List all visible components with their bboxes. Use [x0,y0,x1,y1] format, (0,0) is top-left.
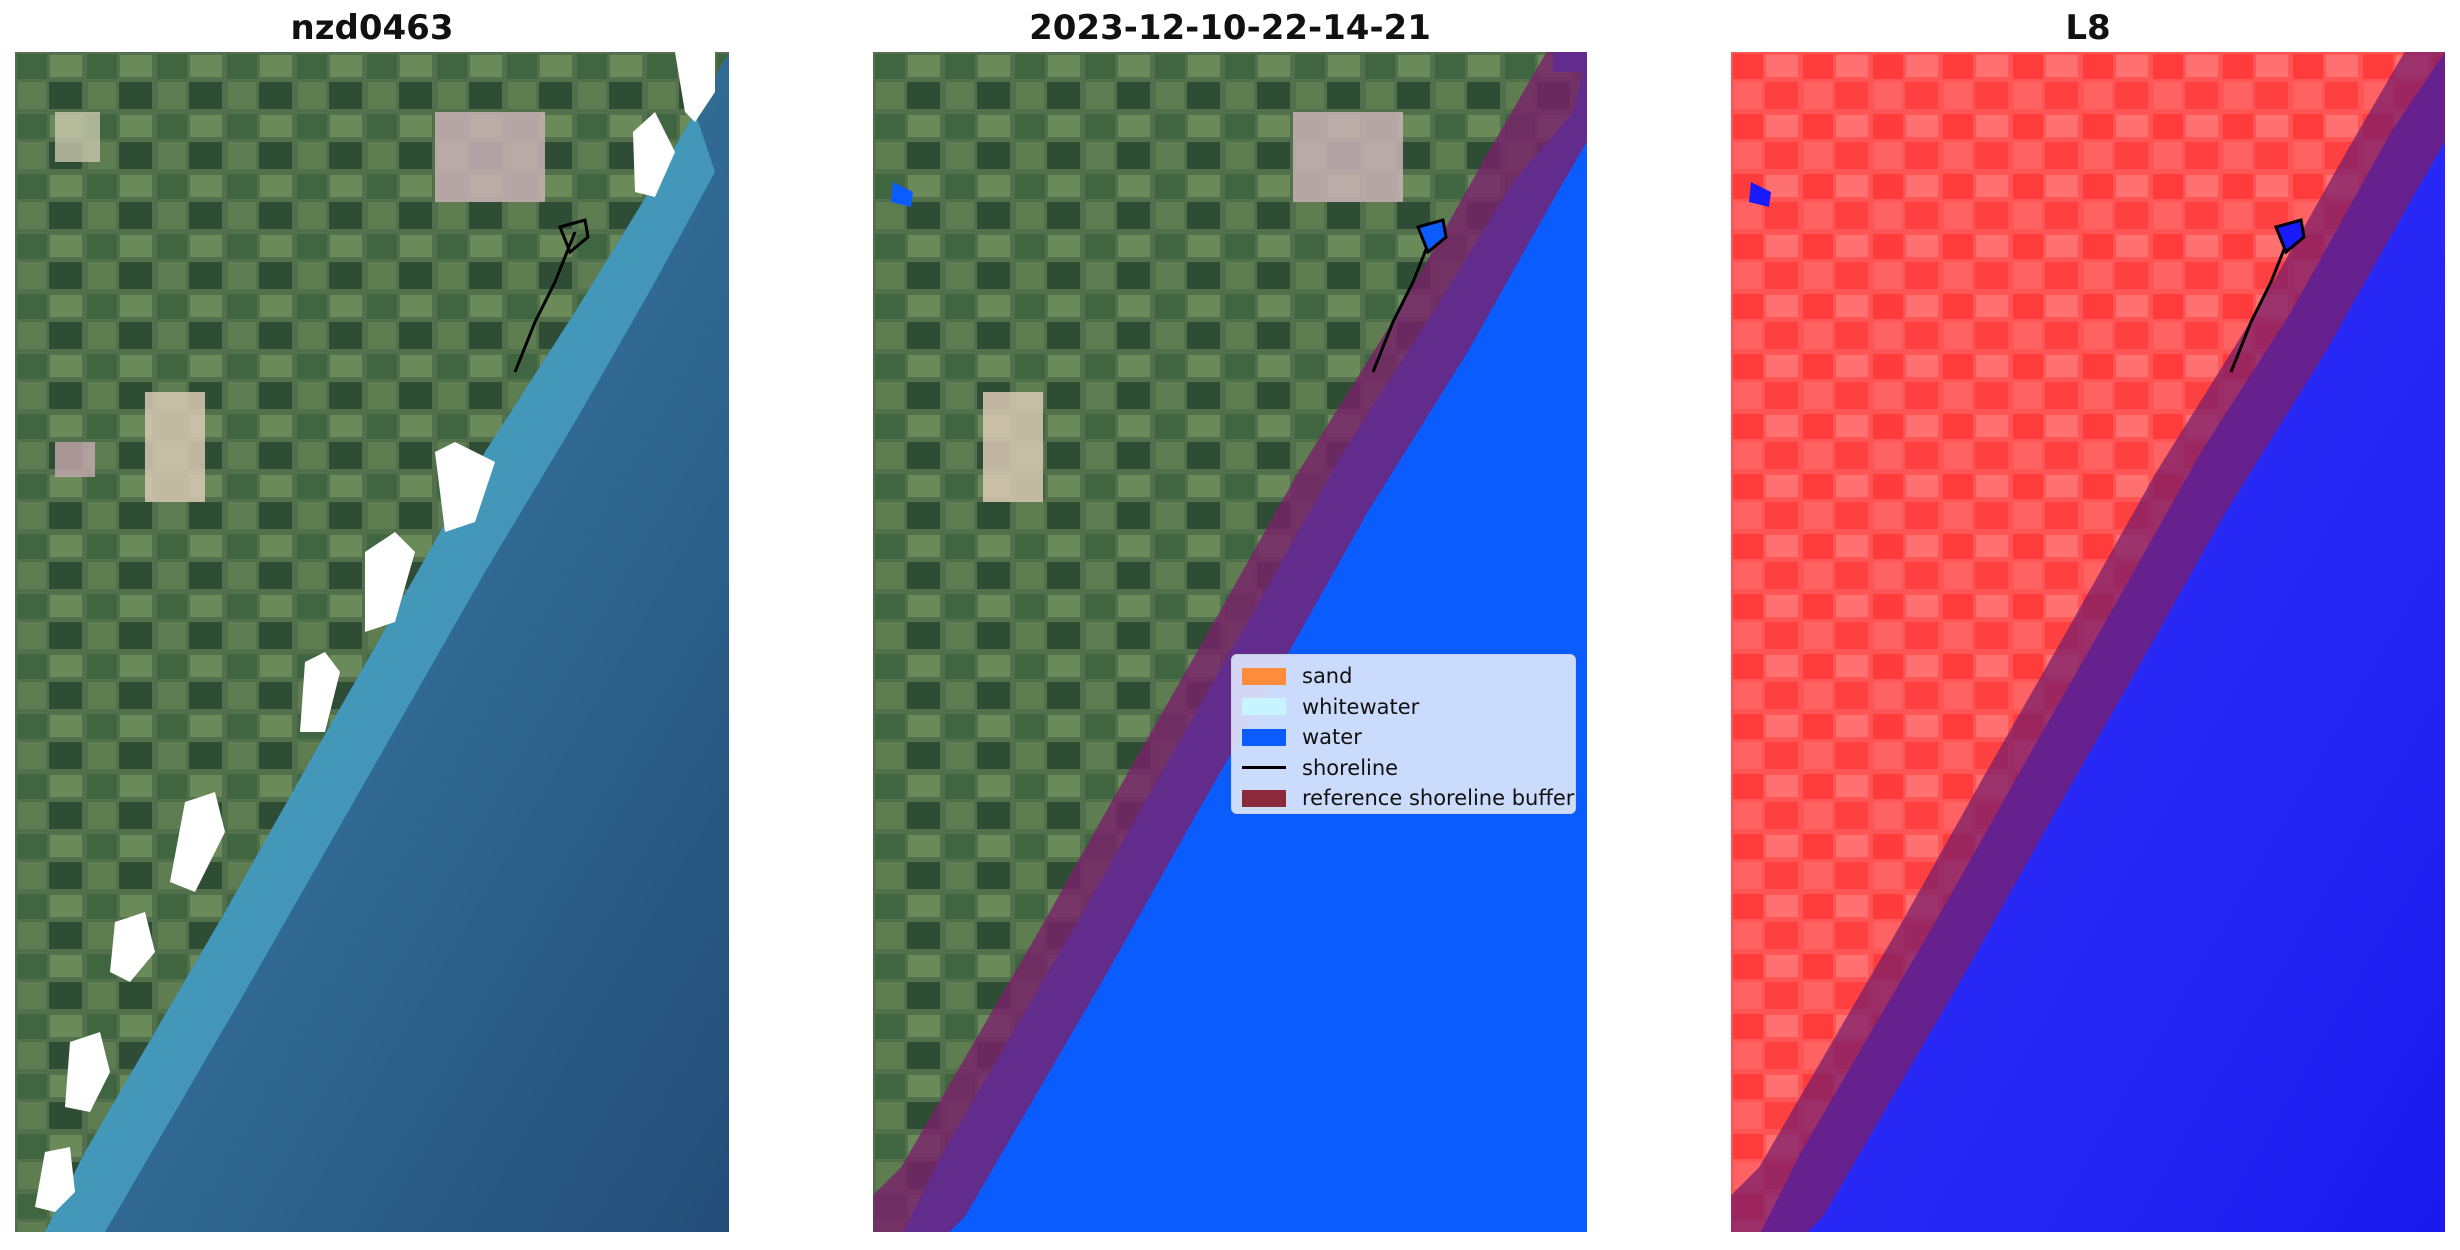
shoreline-swatch [1242,766,1286,770]
legend-item-buffer: reference shoreline buffer [1242,783,1574,814]
legend-item-water: water [1242,722,1565,753]
panel-title-index: L8 [2065,8,2111,48]
legend-label-buffer: reference shoreline buffer [1302,786,1575,811]
rgb-satellite-image [15,52,729,1232]
legend: sand whitewater water shoreline referenc… [1231,654,1576,814]
legend-label-water: water [1302,725,1362,750]
legend-label-whitewater: whitewater [1302,694,1420,719]
index-image [1731,52,2445,1232]
panel-title-rgb: nzd0463 [290,8,454,48]
sand-swatch [1242,667,1286,685]
water-swatch [1242,728,1286,746]
legend-item-whitewater: whitewater [1242,692,1565,723]
legend-label-shoreline: shoreline [1302,755,1399,780]
legend-item-shoreline: shoreline [1242,753,1565,784]
whitewater-swatch [1242,698,1286,716]
buffer-swatch [1242,789,1286,807]
panel-title-classified: 2023-12-10-22-14-21 [1029,8,1431,48]
legend-label-sand: sand [1302,664,1353,689]
classified-image [873,52,1587,1232]
legend-item-sand: sand [1242,661,1565,692]
